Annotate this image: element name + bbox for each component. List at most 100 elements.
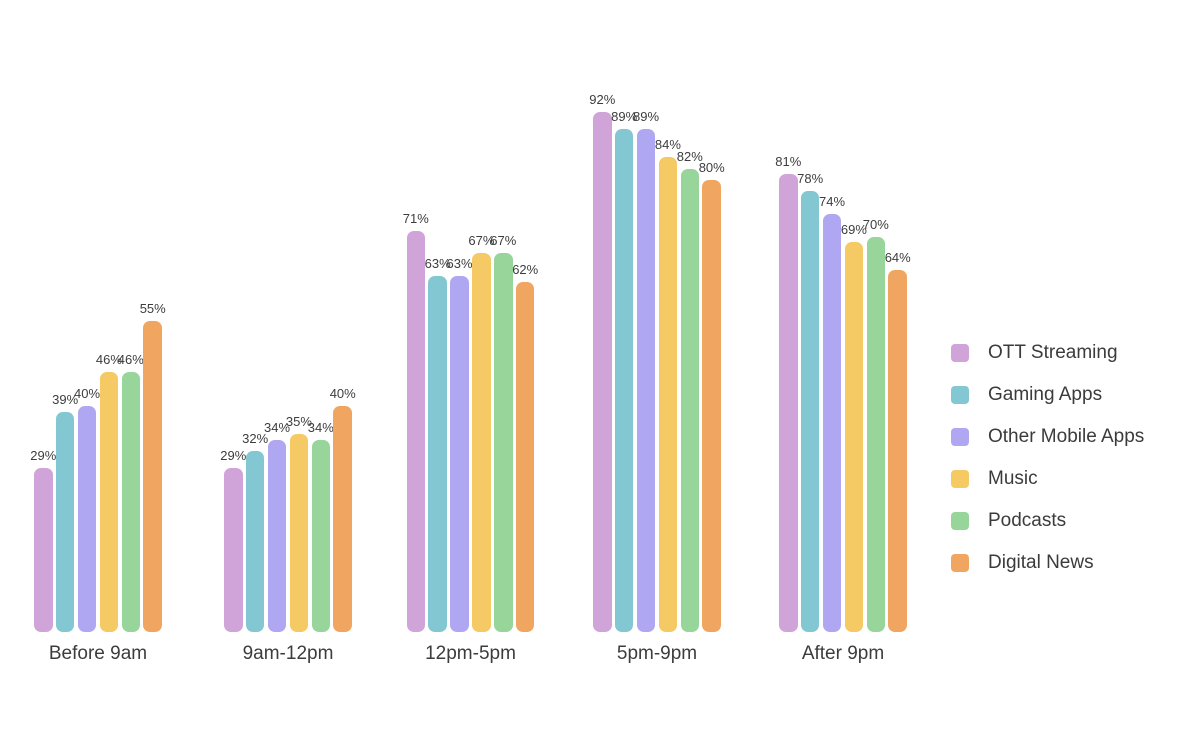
legend-item-digital-news[interactable]: Digital News	[951, 553, 1144, 573]
bar-other-mobile-apps-9am-12pm[interactable]: 34%	[264, 420, 290, 632]
bar-rect[interactable]	[77, 406, 97, 632]
bar-ott-streaming-9am-12pm[interactable]: 29%	[220, 448, 246, 632]
bar-value-label: 78%	[797, 171, 824, 187]
legend-item-music[interactable]: Music	[951, 469, 1144, 489]
bar-digital-news-5pm-9pm[interactable]: 80%	[699, 160, 725, 632]
bar-rect[interactable]	[289, 434, 309, 632]
bar-podcasts-5pm-9pm[interactable]: 82%	[677, 149, 703, 632]
bar-gaming-apps-5pm-9pm[interactable]: 89%	[611, 109, 637, 632]
bar-music-before-9am[interactable]: 46%	[96, 352, 122, 632]
bar-rect[interactable]	[866, 236, 886, 632]
bar-rect[interactable]	[800, 191, 820, 632]
x-axis-label-5pm-9pm: 5pm-9pm	[616, 643, 698, 664]
bar-digital-news-9am-12pm[interactable]: 40%	[330, 386, 356, 632]
bar-gaming-apps-after-9pm[interactable]: 78%	[797, 171, 823, 632]
bar-digital-news-12pm-5pm[interactable]: 62%	[512, 262, 538, 632]
legend-label: Gaming Apps	[988, 384, 1103, 405]
bar-ott-streaming-12pm-5pm[interactable]: 71%	[403, 211, 429, 632]
bar-value-label: 92%	[589, 92, 616, 108]
bar-value-label: 74%	[819, 193, 846, 209]
bar-digital-news-after-9pm[interactable]: 64%	[885, 250, 911, 632]
bar-value-label: 81%	[775, 154, 802, 170]
bar-rect[interactable]	[658, 157, 678, 632]
bar-music-5pm-9pm[interactable]: 84%	[655, 137, 681, 632]
bar-value-label: 29%	[30, 448, 57, 464]
legend: OTT Streaming Gaming Apps Other Mobile App…	[951, 343, 1144, 573]
legend-label: Digital News	[988, 552, 1094, 573]
bar-value-label: 35%	[285, 414, 312, 430]
bar-rect[interactable]	[702, 180, 721, 632]
bar-rect[interactable]	[680, 168, 700, 632]
bar-rect[interactable]	[406, 230, 425, 632]
legend-item-other-mobile-apps[interactable]: Other Mobile Apps	[951, 427, 1144, 447]
bar-group-before-9am: 29% 39% 40% 46% 46% 55%	[30, 301, 166, 632]
bar-value-label: 67%	[468, 233, 495, 249]
bar-rect[interactable]	[311, 439, 331, 632]
bar-other-mobile-apps-after-9pm[interactable]: 74%	[819, 194, 845, 632]
legend-label: Other Mobile Apps	[988, 426, 1145, 447]
legend-item-gaming-apps[interactable]: Gaming Apps	[951, 385, 1144, 405]
bar-value-label: 80%	[698, 160, 725, 175]
bar-value-label: 84%	[654, 137, 681, 153]
bar-rect[interactable]	[779, 174, 798, 632]
legend-swatch-icon	[951, 512, 969, 530]
bar-group-12pm-5pm: 71% 63% 63% 67% 67% 62%	[403, 211, 538, 632]
bar-music-9am-12pm[interactable]: 35%	[286, 414, 312, 632]
bar-value-label: 34%	[307, 419, 334, 435]
bar-rect[interactable]	[428, 276, 447, 632]
bar-rect[interactable]	[844, 242, 864, 632]
bar-group-9am-12pm: 29% 32% 34% 35% 34% 40%	[220, 386, 356, 632]
bar-rect[interactable]	[494, 253, 513, 632]
bar-rect[interactable]	[450, 276, 469, 632]
bar-podcasts-before-9am[interactable]: 46%	[118, 352, 144, 632]
bar-rect[interactable]	[245, 451, 265, 632]
bar-digital-news-before-9am[interactable]: 55%	[140, 301, 166, 632]
bar-podcasts-after-9pm[interactable]: 70%	[863, 217, 889, 632]
legend-item-ott-streaming[interactable]: OTT Streaming	[951, 343, 1144, 363]
bar-rect[interactable]	[99, 372, 119, 632]
bar-rect[interactable]	[593, 112, 612, 632]
bar-gaming-apps-9am-12pm[interactable]: 32%	[242, 431, 268, 632]
bar-rect[interactable]	[472, 253, 491, 632]
bar-rect[interactable]	[888, 270, 907, 632]
legend-swatch-icon	[951, 470, 969, 488]
bar-value-label: 34%	[264, 419, 291, 435]
legend-item-podcasts[interactable]: Podcasts	[951, 511, 1144, 531]
bar-rect[interactable]	[224, 468, 243, 632]
bar-rect[interactable]	[55, 411, 75, 632]
bar-value-label: 70%	[862, 216, 889, 232]
bar-rect[interactable]	[822, 213, 842, 632]
bar-gaming-apps-12pm-5pm[interactable]: 63%	[425, 256, 451, 632]
bar-podcasts-9am-12pm[interactable]: 34%	[308, 420, 334, 632]
x-axis-label-9am-12pm: 9am-12pm	[242, 643, 334, 664]
bar-value-label: 63%	[446, 256, 473, 272]
bar-other-mobile-apps-5pm-9pm[interactable]: 89%	[633, 109, 659, 632]
bar-value-label: 40%	[74, 386, 101, 401]
bar-ott-streaming-before-9am[interactable]: 29%	[30, 448, 56, 632]
legend-label: Podcasts	[988, 510, 1067, 531]
bar-rect[interactable]	[34, 468, 53, 632]
bar-group-after-9pm: 81% 78% 74% 69% 70% 64%	[775, 154, 911, 632]
bar-rect[interactable]	[121, 372, 141, 632]
bar-ott-streaming-5pm-9pm[interactable]: 92%	[589, 92, 615, 632]
bar-ott-streaming-after-9pm[interactable]: 81%	[775, 154, 801, 632]
bar-rect[interactable]	[614, 129, 634, 632]
bar-music-after-9pm[interactable]: 69%	[841, 222, 867, 632]
bar-podcasts-12pm-5pm[interactable]: 67%	[490, 233, 516, 632]
bar-value-label: 62%	[512, 261, 539, 277]
bar-rect[interactable]	[515, 281, 535, 632]
bar-rect[interactable]	[333, 406, 352, 632]
bar-other-mobile-apps-12pm-5pm[interactable]: 63%	[447, 256, 473, 632]
bar-music-12pm-5pm[interactable]: 67%	[468, 233, 494, 632]
legend-swatch-icon	[951, 344, 969, 362]
bar-value-label: 69%	[840, 222, 867, 238]
bar-value-label: 64%	[884, 250, 911, 266]
bar-value-label: 71%	[402, 210, 429, 226]
bar-group-5pm-9pm: 92% 89% 89% 84% 82% 80%	[589, 92, 725, 632]
bar-rect[interactable]	[267, 439, 287, 632]
bar-gaming-apps-before-9am[interactable]: 39%	[52, 392, 78, 632]
bar-rect[interactable]	[143, 321, 162, 632]
bar-rect[interactable]	[636, 129, 656, 632]
bar-other-mobile-apps-before-9am[interactable]: 40%	[74, 386, 100, 632]
